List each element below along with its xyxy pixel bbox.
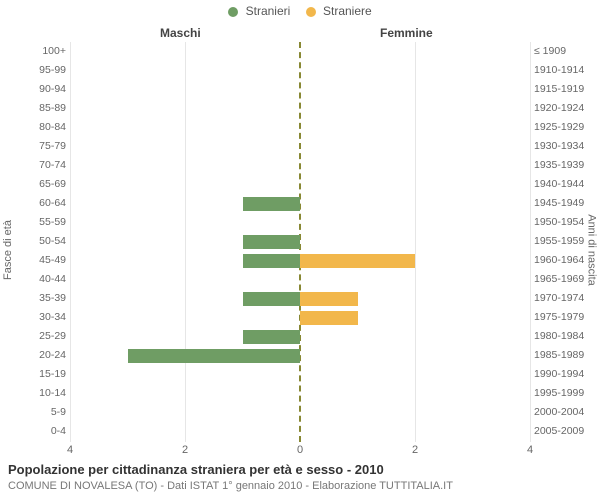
birth-year-tick-label: 1950-1954: [534, 216, 584, 228]
age-row: [70, 292, 530, 306]
age-row: [70, 254, 530, 268]
column-header-male: Maschi: [160, 26, 201, 40]
age-row: [70, 178, 530, 192]
legend-label-female: Straniere: [323, 4, 372, 18]
x-axis-tick-label: 4: [67, 444, 73, 456]
age-tick-label: 20-24: [39, 349, 66, 361]
right-axis-title: Anni di nascita: [586, 214, 598, 286]
age-row: [70, 83, 530, 97]
chart-title: Popolazione per cittadinanza straniera p…: [8, 462, 384, 477]
legend-swatch-female: [306, 7, 316, 17]
population-pyramid-chart: Stranieri Straniere Maschi Femmine Fasce…: [0, 0, 600, 500]
age-row: [70, 159, 530, 173]
age-tick-label: 85-89: [39, 102, 66, 114]
x-axis-tick-label: 2: [412, 444, 418, 456]
birth-year-tick-label: 2000-2004: [534, 406, 584, 418]
age-tick-label: 25-29: [39, 330, 66, 342]
legend-swatch-male: [228, 7, 238, 17]
bar-male: [243, 254, 301, 268]
age-tick-label: 60-64: [39, 197, 66, 209]
age-row: [70, 368, 530, 382]
age-row: [70, 388, 530, 402]
age-row: [70, 197, 530, 211]
age-tick-label: 90-94: [39, 83, 66, 95]
bar-male: [243, 235, 301, 249]
age-row: [70, 349, 530, 363]
age-tick-label: 30-34: [39, 311, 66, 323]
bar-male: [243, 330, 301, 344]
bar-male: [243, 197, 301, 211]
plot-area: [70, 42, 530, 442]
birth-year-tick-label: 1920-1924: [534, 102, 584, 114]
age-tick-label: 40-44: [39, 273, 66, 285]
age-tick-label: 95-99: [39, 64, 66, 76]
legend-item-female: Straniere: [306, 4, 372, 18]
x-axis-tick-label: 4: [527, 444, 533, 456]
birth-year-tick-label: 1960-1964: [534, 254, 584, 266]
age-row: [70, 330, 530, 344]
x-axis-tick-label: 2: [182, 444, 188, 456]
age-tick-label: 15-19: [39, 368, 66, 380]
gridline: [530, 42, 531, 442]
birth-year-tick-label: 1975-1979: [534, 311, 584, 323]
birth-year-tick-label: 1910-1914: [534, 64, 584, 76]
birth-year-tick-label: 1965-1969: [534, 273, 584, 285]
age-row: [70, 45, 530, 59]
chart-subtitle: COMUNE DI NOVALESA (TO) - Dati ISTAT 1° …: [8, 480, 453, 492]
age-row: [70, 273, 530, 287]
age-row: [70, 64, 530, 78]
x-axis-tick-label: 0: [297, 444, 303, 456]
age-row: [70, 235, 530, 249]
birth-year-tick-label: 1930-1934: [534, 140, 584, 152]
legend: Stranieri Straniere: [0, 4, 600, 18]
column-header-female: Femmine: [380, 26, 433, 40]
bar-male: [128, 349, 301, 363]
age-row: [70, 140, 530, 154]
age-tick-label: 45-49: [39, 254, 66, 266]
birth-year-tick-label: 1925-1929: [534, 121, 584, 133]
birth-year-tick-label: 1985-1989: [534, 349, 584, 361]
birth-year-tick-label: 1990-1994: [534, 368, 584, 380]
age-row: [70, 121, 530, 135]
bar-female: [300, 254, 415, 268]
birth-year-tick-label: 1945-1949: [534, 197, 584, 209]
age-row: [70, 311, 530, 325]
bar-female: [300, 292, 358, 306]
age-tick-label: 5-9: [51, 406, 66, 418]
age-row: [70, 426, 530, 440]
bar-male: [243, 292, 301, 306]
legend-label-male: Stranieri: [246, 4, 291, 18]
birth-year-tick-label: 1995-1999: [534, 387, 584, 399]
age-tick-label: 100+: [42, 45, 66, 57]
age-tick-label: 55-59: [39, 216, 66, 228]
age-tick-label: 70-74: [39, 159, 66, 171]
birth-year-tick-label: 1980-1984: [534, 330, 584, 342]
age-tick-label: 0-4: [51, 425, 66, 437]
birth-year-tick-label: 1935-1939: [534, 159, 584, 171]
left-axis-title: Fasce di età: [2, 220, 14, 280]
birth-year-tick-label: 1915-1919: [534, 83, 584, 95]
age-row: [70, 407, 530, 421]
age-tick-label: 10-14: [39, 387, 66, 399]
birth-year-tick-label: 1955-1959: [534, 235, 584, 247]
birth-year-tick-label: 1970-1974: [534, 292, 584, 304]
age-row: [70, 216, 530, 230]
age-tick-label: 50-54: [39, 235, 66, 247]
age-tick-label: 80-84: [39, 121, 66, 133]
age-row: [70, 102, 530, 116]
birth-year-tick-label: ≤ 1909: [534, 45, 566, 57]
age-tick-label: 65-69: [39, 178, 66, 190]
birth-year-tick-label: 1940-1944: [534, 178, 584, 190]
legend-item-male: Stranieri: [228, 4, 290, 18]
age-tick-label: 75-79: [39, 140, 66, 152]
age-tick-label: 35-39: [39, 292, 66, 304]
birth-year-tick-label: 2005-2009: [534, 425, 584, 437]
bar-female: [300, 311, 358, 325]
